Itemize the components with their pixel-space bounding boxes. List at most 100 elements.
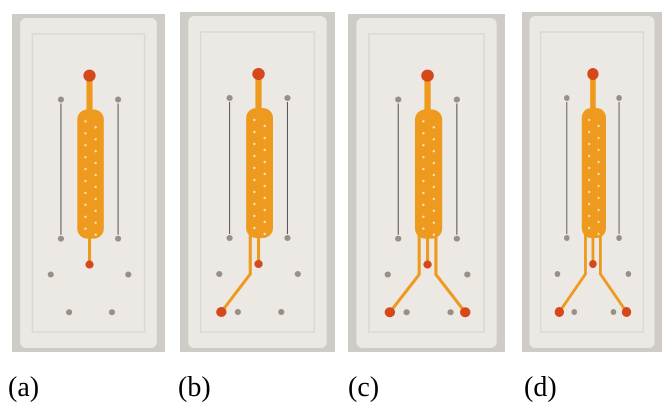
pillar — [433, 210, 436, 212]
pillar — [588, 143, 590, 145]
port — [58, 97, 64, 103]
pillar — [84, 156, 86, 158]
pillar — [253, 167, 255, 169]
pillar — [433, 234, 436, 236]
pillar — [263, 161, 265, 163]
pillar — [597, 209, 599, 211]
outlet — [423, 261, 431, 269]
port — [626, 271, 632, 277]
pillar — [422, 144, 425, 146]
pillar — [422, 192, 425, 194]
panel-label: (a) — [8, 372, 39, 403]
port — [571, 309, 577, 315]
pillar — [588, 215, 590, 217]
pillar — [263, 221, 265, 223]
pillar — [94, 222, 96, 224]
pillar — [588, 191, 590, 193]
pillar — [253, 119, 255, 121]
pillar — [597, 161, 599, 163]
pillar — [84, 192, 86, 194]
port — [447, 309, 453, 315]
pillar — [433, 198, 436, 200]
pillar — [597, 185, 599, 187]
port — [464, 271, 470, 277]
pillar — [253, 179, 255, 181]
pillar — [433, 126, 436, 128]
pillar — [422, 156, 425, 158]
panel-label: (b) — [178, 372, 211, 403]
pillar — [84, 168, 86, 170]
pillar — [422, 228, 425, 230]
port — [115, 97, 121, 103]
chamber — [246, 108, 273, 238]
port — [295, 271, 301, 277]
photo-panel — [522, 12, 662, 352]
pillar — [588, 167, 590, 169]
outlet — [460, 307, 470, 317]
port — [564, 95, 570, 101]
chamber — [415, 109, 442, 238]
inlet — [587, 68, 598, 80]
pillar — [94, 210, 96, 212]
panel-label: (d) — [524, 372, 557, 403]
port — [555, 271, 561, 277]
port — [454, 97, 460, 103]
pillar — [433, 174, 436, 176]
pillar — [263, 197, 265, 199]
port — [235, 309, 241, 315]
photo-panel — [180, 12, 335, 352]
pillar — [597, 149, 599, 151]
outlet — [622, 307, 631, 317]
pillar — [94, 186, 96, 188]
pillar — [263, 173, 265, 175]
port — [385, 271, 391, 277]
pillar — [597, 173, 599, 175]
pillar — [84, 204, 86, 206]
port — [395, 97, 401, 103]
pillar — [588, 119, 590, 121]
pillar — [253, 227, 255, 229]
port — [284, 95, 290, 101]
pillar — [263, 185, 265, 187]
pillar — [597, 137, 599, 139]
pillar — [253, 191, 255, 193]
port — [48, 271, 54, 277]
pillar — [263, 209, 265, 211]
pillar — [253, 215, 255, 217]
port — [616, 95, 622, 101]
pillar — [253, 131, 255, 133]
pillar — [84, 216, 86, 218]
pillar — [84, 180, 86, 182]
port — [227, 95, 233, 101]
photo-panel — [12, 14, 165, 352]
port — [115, 236, 121, 242]
pillar — [588, 203, 590, 205]
pillar — [588, 227, 590, 229]
pillar — [94, 150, 96, 152]
port — [109, 309, 115, 315]
chamber — [582, 108, 606, 238]
pillar — [94, 174, 96, 176]
port — [66, 309, 72, 315]
inlet — [252, 68, 264, 80]
pillar — [433, 222, 436, 224]
pillar — [94, 198, 96, 200]
port — [125, 271, 131, 277]
pillar — [588, 131, 590, 133]
pillar — [84, 132, 86, 134]
outlet — [385, 307, 395, 317]
port — [616, 235, 622, 241]
pillar — [94, 234, 96, 236]
pillar — [433, 162, 436, 164]
pillar — [433, 186, 436, 188]
pillar — [422, 204, 425, 206]
port — [564, 235, 570, 241]
pillar — [263, 137, 265, 139]
pillar — [84, 144, 86, 146]
outlet — [254, 260, 262, 268]
pillar — [597, 233, 599, 235]
photo-panel — [348, 14, 505, 352]
outlet — [85, 261, 93, 269]
pillar — [597, 197, 599, 199]
outlet — [555, 307, 564, 317]
